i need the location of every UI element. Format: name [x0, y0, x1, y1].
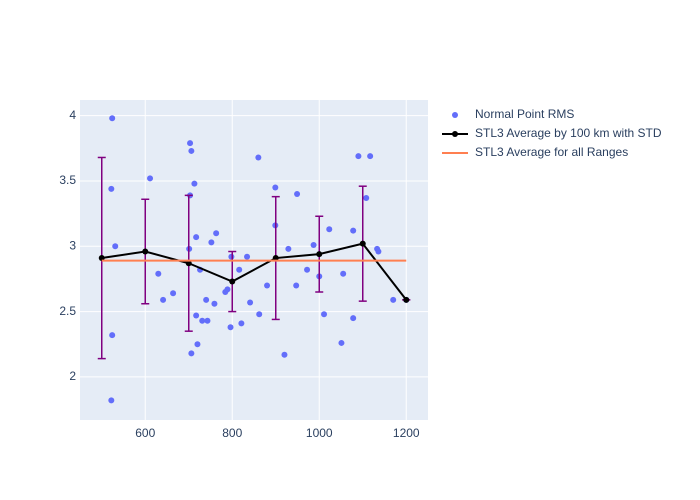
point	[293, 282, 300, 289]
point	[213, 230, 220, 237]
point	[112, 243, 119, 250]
point	[285, 245, 292, 252]
point	[147, 175, 154, 182]
x-tick-label: 800	[222, 426, 242, 440]
point	[188, 350, 195, 357]
point	[229, 278, 236, 285]
point	[367, 153, 374, 160]
point	[350, 315, 357, 322]
point	[310, 241, 317, 248]
point	[304, 266, 311, 273]
point	[193, 234, 200, 241]
point	[208, 239, 215, 246]
point	[338, 339, 345, 346]
point	[187, 140, 194, 147]
point	[211, 300, 218, 307]
point	[108, 397, 115, 404]
point	[199, 317, 206, 324]
point	[316, 251, 323, 258]
point	[193, 312, 200, 319]
x-tick-label: 1200	[393, 426, 420, 440]
y-tick-label: 2.5	[59, 304, 76, 318]
legend-marker	[452, 131, 458, 137]
point	[238, 320, 245, 327]
point	[203, 296, 210, 303]
point	[359, 240, 366, 247]
point	[326, 226, 333, 233]
point	[355, 153, 362, 160]
point	[340, 270, 347, 277]
y-tick-label: 3.5	[59, 173, 76, 187]
legend-marker	[452, 112, 458, 118]
point	[264, 282, 271, 289]
point	[244, 253, 251, 260]
point	[194, 341, 201, 348]
point	[255, 154, 262, 161]
point	[109, 332, 116, 339]
point	[403, 296, 410, 303]
point	[390, 296, 397, 303]
point	[98, 255, 105, 262]
point	[109, 115, 116, 122]
point	[272, 255, 279, 262]
point	[227, 324, 234, 331]
point	[204, 317, 211, 324]
point	[170, 290, 177, 297]
point	[185, 260, 192, 267]
y-tick-label: 4	[69, 108, 76, 122]
legend-label[interactable]: STL3 Average by 100 km with STD	[475, 126, 662, 140]
point	[236, 266, 243, 273]
point	[363, 194, 370, 201]
point	[321, 311, 328, 318]
point	[375, 248, 382, 255]
point	[294, 191, 301, 198]
point	[142, 248, 149, 255]
point	[191, 180, 198, 187]
series-line	[101, 242, 408, 301]
point	[247, 299, 254, 306]
point	[108, 185, 115, 192]
y-tick-label: 3	[69, 238, 76, 252]
x-tick-label: 600	[135, 426, 155, 440]
point	[281, 351, 288, 358]
y-tick-label: 2	[69, 369, 76, 383]
point	[155, 270, 162, 277]
point	[188, 147, 195, 154]
point	[160, 296, 167, 303]
point	[228, 253, 235, 260]
legend-label[interactable]: STL3 Average for all Ranges	[475, 145, 628, 159]
legend-label[interactable]: Normal Point RMS	[475, 107, 574, 121]
point	[256, 311, 263, 318]
point	[224, 286, 231, 293]
point	[272, 184, 279, 191]
x-tick-label: 1000	[306, 426, 333, 440]
point	[350, 227, 357, 234]
